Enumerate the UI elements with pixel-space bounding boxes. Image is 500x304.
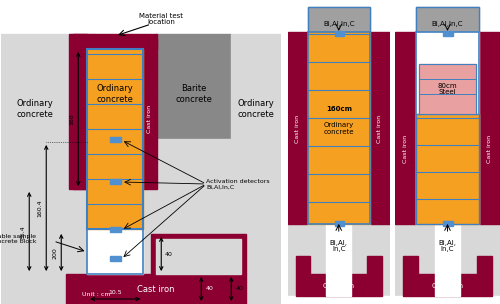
Bar [479, 32, 500, 224]
Text: 160: 160 [69, 113, 74, 125]
Text: 40: 40 [235, 286, 243, 292]
Text: 200: 200 [52, 247, 57, 259]
Bar [66, 274, 246, 304]
Bar [308, 224, 370, 274]
Bar [156, 34, 231, 139]
Bar [416, 114, 479, 224]
Bar [404, 256, 418, 274]
Bar [416, 114, 479, 224]
Bar [308, 7, 370, 32]
Text: Cast iron: Cast iron [138, 285, 175, 293]
Bar [416, 224, 479, 274]
Bar [110, 256, 121, 261]
Bar [69, 34, 87, 189]
Bar [288, 0, 390, 32]
Bar [87, 49, 143, 229]
Bar [416, 32, 479, 224]
Text: Cast iron: Cast iron [323, 283, 354, 289]
Text: Cast iron: Cast iron [403, 135, 408, 163]
Bar [308, 32, 370, 224]
Text: 85.4: 85.4 [20, 225, 25, 239]
Text: Cast iron: Cast iron [377, 115, 382, 143]
Bar [404, 274, 492, 296]
Bar [395, 32, 416, 224]
Bar [1, 34, 96, 189]
Bar [334, 31, 344, 36]
Bar [395, 296, 500, 304]
Bar [1, 0, 281, 34]
Bar [308, 7, 370, 32]
Bar [444, 221, 453, 226]
Bar [288, 32, 308, 224]
Bar [308, 32, 370, 224]
Text: Ordinary
concrete: Ordinary concrete [324, 123, 354, 136]
Bar [73, 39, 87, 189]
Text: Bi,Al,
In,C: Bi,Al, In,C [330, 240, 348, 253]
Bar [151, 234, 246, 274]
Bar [435, 224, 460, 296]
Bar [326, 224, 351, 296]
Bar [477, 256, 492, 274]
Text: Material test
location: Material test location [139, 12, 183, 26]
Bar [416, 7, 479, 32]
Text: 160cm: 160cm [326, 106, 352, 112]
Bar [156, 239, 241, 274]
Bar [370, 32, 390, 224]
Text: Ordinary
concrete: Ordinary concrete [97, 84, 134, 104]
Bar [87, 229, 143, 274]
Text: Barite
concrete: Barite concrete [176, 84, 212, 104]
Text: 160.4: 160.4 [37, 199, 42, 217]
Text: 10.5: 10.5 [108, 289, 122, 295]
Bar [143, 39, 157, 189]
Bar [87, 229, 143, 274]
Text: 40: 40 [205, 286, 213, 292]
Bar [296, 274, 382, 296]
Bar [156, 139, 281, 274]
Bar [334, 221, 344, 226]
Bar [416, 7, 479, 32]
Text: 40: 40 [164, 251, 172, 257]
Bar [110, 179, 121, 184]
Bar [110, 137, 121, 142]
Bar [368, 256, 382, 274]
Text: Ordinary
concrete: Ordinary concrete [238, 99, 275, 119]
Text: Cast iron: Cast iron [295, 115, 300, 143]
Bar [419, 64, 476, 114]
Text: Ordinary
concrete: Ordinary concrete [17, 99, 54, 119]
Text: Cast iron: Cast iron [487, 135, 492, 163]
Text: 80cm
Steel: 80cm Steel [438, 82, 458, 95]
Bar [416, 32, 479, 224]
Bar [231, 34, 281, 189]
Bar [444, 31, 453, 36]
Bar [395, 0, 500, 32]
Text: Bi,Al,
In,C: Bi,Al, In,C [438, 240, 456, 253]
Bar [419, 64, 476, 114]
Text: Cast iron: Cast iron [146, 105, 152, 133]
Bar [87, 49, 143, 229]
Bar [73, 34, 157, 49]
Text: Activation detectors
Bi,Al,In,C: Activation detectors Bi,Al,In,C [206, 179, 270, 189]
Bar [110, 227, 121, 232]
Bar [296, 256, 310, 274]
Text: Bi,Al,In,C: Bi,Al,In,C [323, 21, 354, 27]
Text: Bi,Al,In,C: Bi,Al,In,C [432, 21, 463, 27]
Bar [288, 296, 390, 304]
Text: Cast iron: Cast iron [432, 283, 463, 289]
Text: Unit : cm: Unit : cm [82, 292, 110, 296]
Text: Removable sample
concrete block: Removable sample concrete block [0, 233, 36, 244]
